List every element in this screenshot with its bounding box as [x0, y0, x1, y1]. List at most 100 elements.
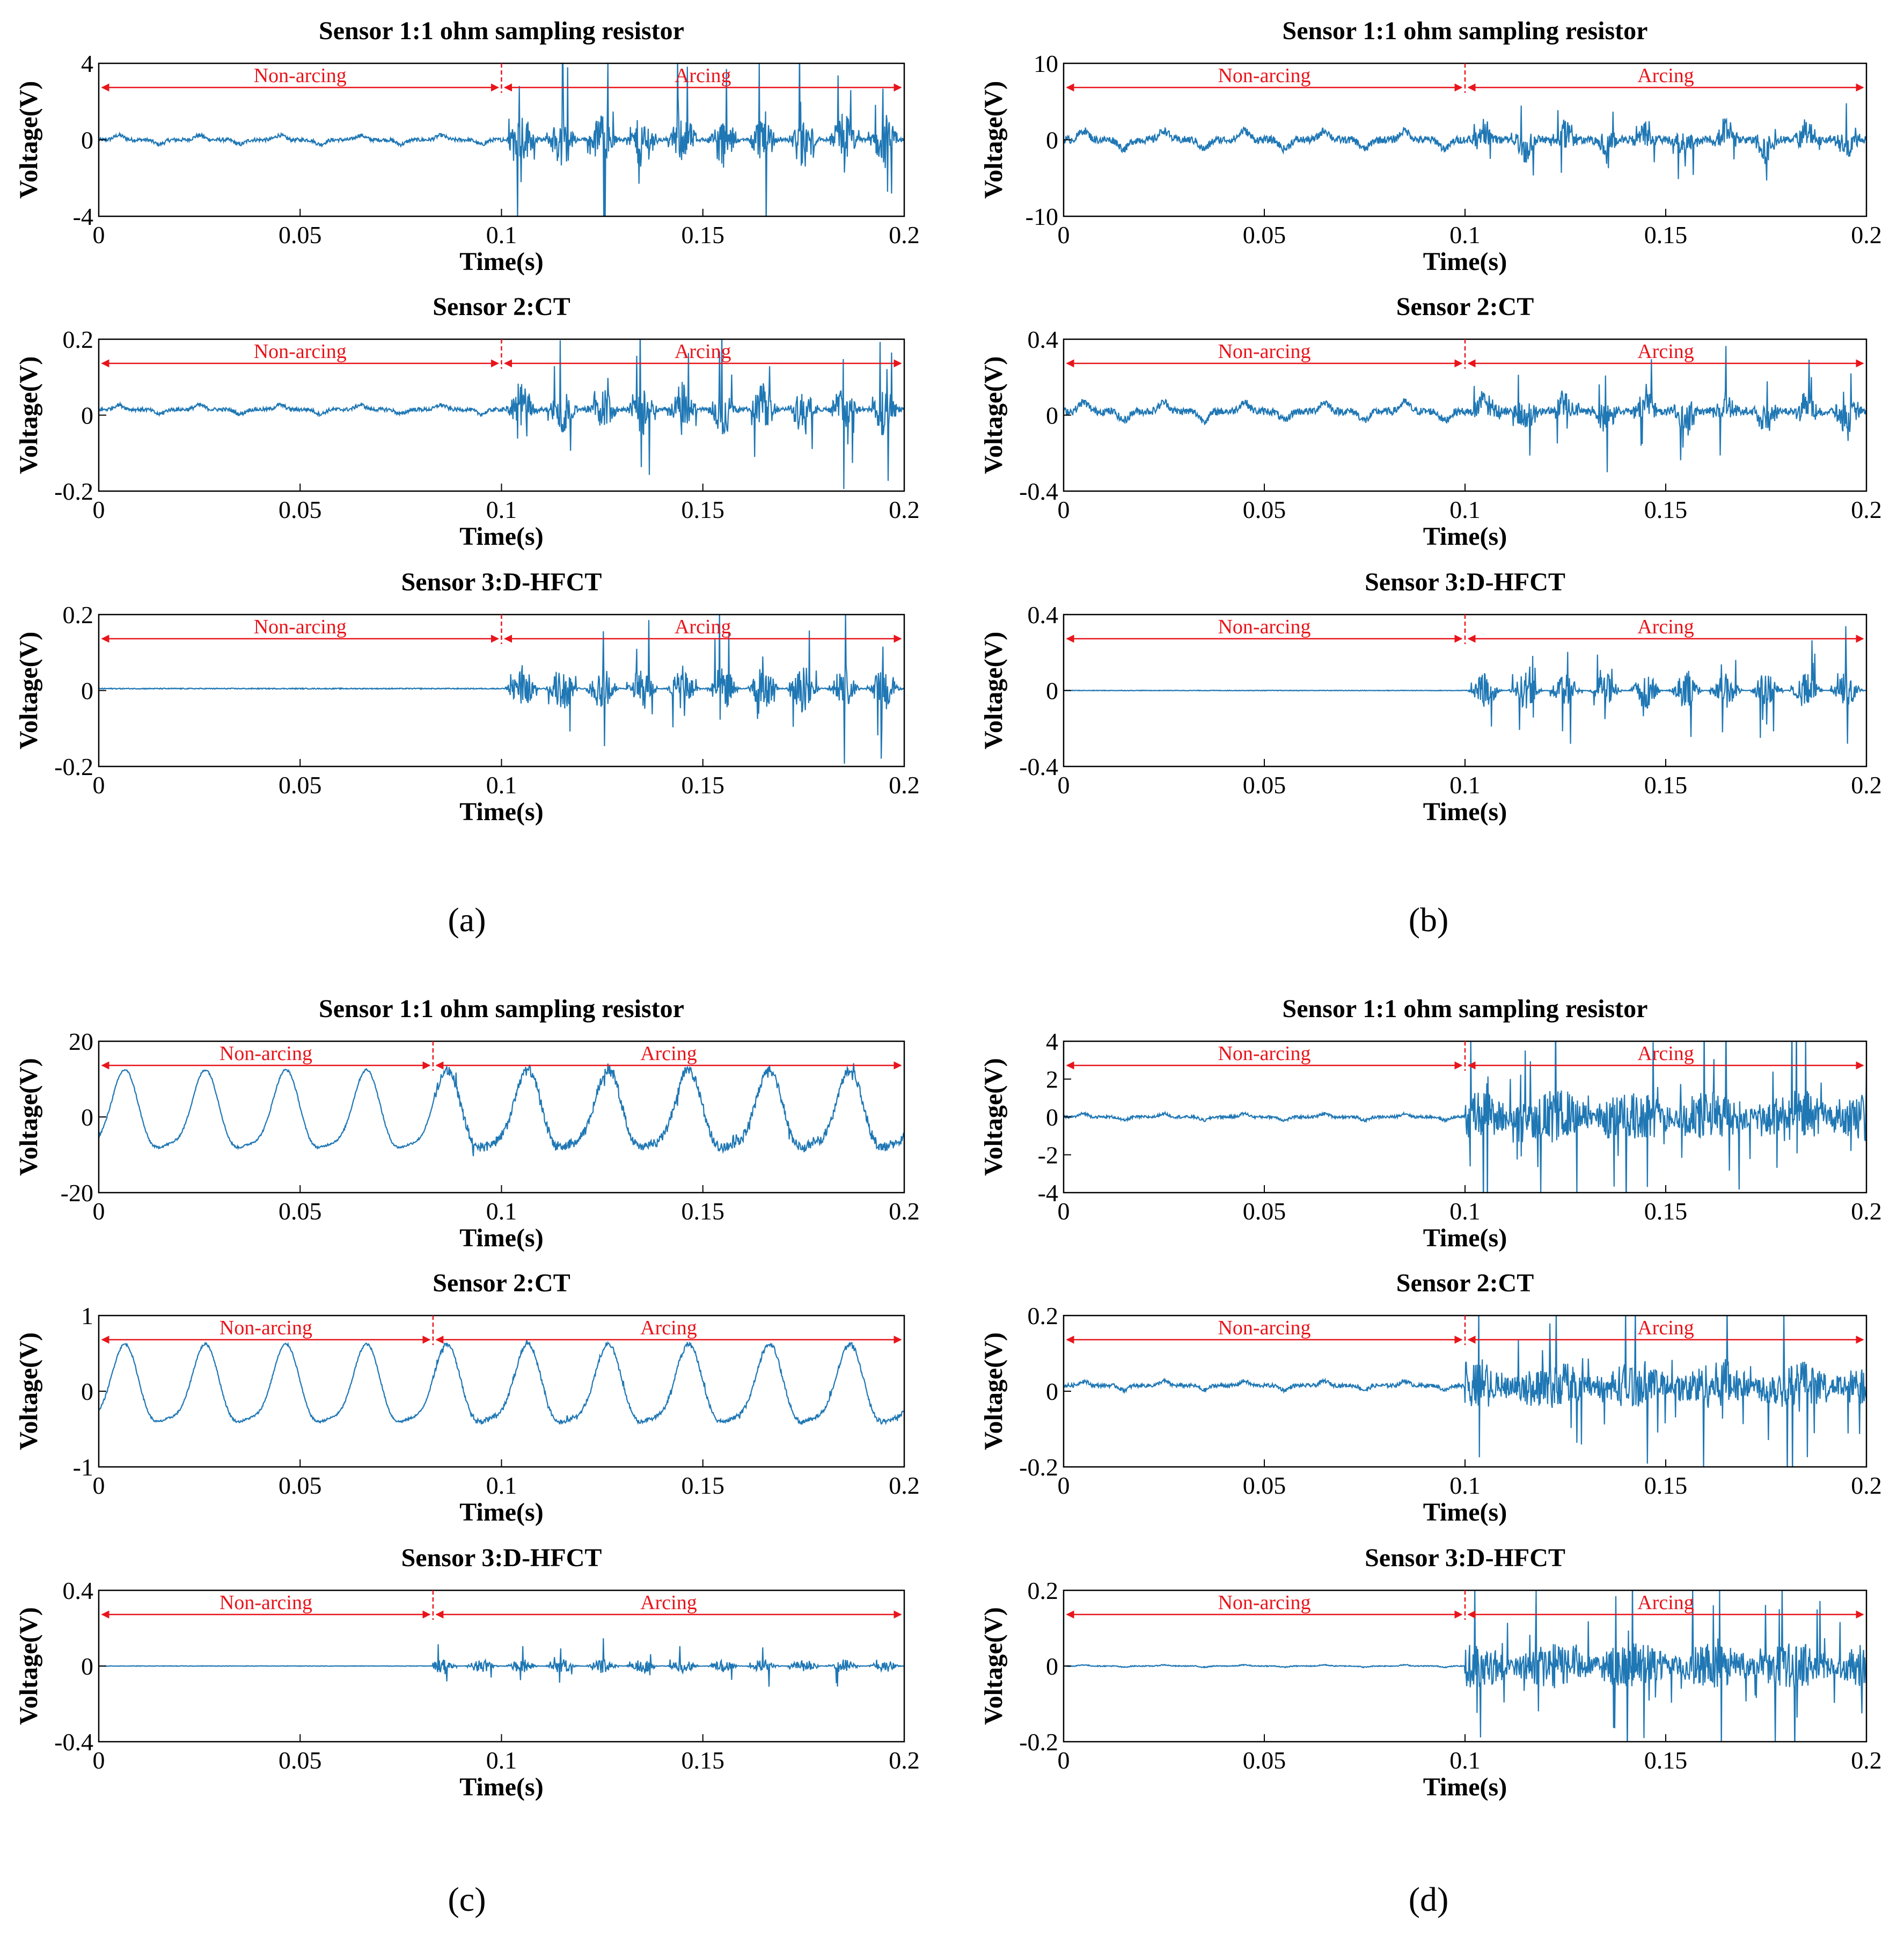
chart-title: Sensor 2:CT: [1396, 293, 1534, 321]
x-tick-label: 0.15: [682, 496, 725, 523]
x-tick-label: 0: [93, 1197, 105, 1225]
chart-c2: Sensor 2:CT0 0.05 0.1 0.15 0.210-1Time(s)Vol…: [14, 1269, 920, 1526]
x-tick-label: 0.2: [1851, 221, 1882, 249]
y-tick-label: -0.4: [1019, 478, 1058, 505]
x-tick-label: 0: [93, 1472, 105, 1499]
x-tick-label: 0.15: [1644, 771, 1688, 799]
x-tick-label: 0.05: [1243, 1197, 1286, 1225]
y-tick-label: 4: [1046, 1028, 1058, 1055]
x-axis-label: Time(s): [459, 247, 543, 276]
y-tick-label: 0.2: [1028, 1577, 1059, 1604]
x-tick-label: 0.2: [889, 221, 920, 249]
non-arcing-label: Non-arcing: [1218, 340, 1310, 363]
non-arcing-label: Non-arcing: [254, 616, 347, 638]
x-tick-label: 0.2: [1851, 1747, 1882, 1774]
x-tick-label: 0.1: [486, 771, 517, 799]
y-axis-label: Voltage(V): [14, 632, 43, 750]
y-tick-label: -4: [73, 203, 93, 230]
x-tick-label: 0.2: [889, 771, 920, 799]
y-tick-label: -0.2: [54, 753, 93, 780]
arcing-label: Arcing: [1637, 1042, 1694, 1065]
y-tick-label: -2: [1038, 1142, 1058, 1169]
x-tick-label: 0.15: [1644, 496, 1688, 523]
y-tick-label: -0.2: [1019, 1453, 1058, 1481]
chart-title: Sensor 1:1 ohm sampling resistor: [1283, 995, 1648, 1023]
x-tick-label: 0.15: [1644, 1747, 1688, 1774]
x-tick-label: 0.1: [1449, 1472, 1481, 1499]
series-line: [1064, 626, 1866, 744]
x-tick-label: 0: [1058, 1747, 1070, 1774]
x-tick-label: 0.05: [1243, 1747, 1286, 1774]
chart-b2: Sensor 2:CT0 0.05 0.1 0.15 0.20.40-0.4Time(s…: [979, 293, 1882, 551]
x-axis-label: Time(s): [1423, 798, 1507, 826]
y-axis-label: Voltage(V): [979, 81, 1008, 199]
y-axis-label: Voltage(V): [979, 1058, 1008, 1176]
x-tick-label: 0.2: [889, 1197, 920, 1225]
y-tick-label: 0: [1046, 677, 1058, 705]
series-line: [1064, 103, 1866, 181]
x-axis-label: Time(s): [1423, 1498, 1507, 1526]
x-tick-label: 0.1: [486, 1472, 517, 1499]
y-axis-label: Voltage(V): [14, 1332, 43, 1450]
x-tick-label: 0.05: [279, 1197, 322, 1225]
chart-title: Sensor 1:1 ohm sampling resistor: [319, 17, 684, 45]
non-arcing-label: Non-arcing: [254, 64, 347, 87]
y-axis-label: Voltage(V): [14, 356, 43, 474]
x-tick-label: 0.1: [1449, 1747, 1481, 1774]
x-tick-label: 0.2: [1851, 1472, 1882, 1499]
x-tick-label: 0.15: [682, 221, 725, 249]
x-axis-label: Time(s): [459, 798, 543, 826]
caption-d: (d): [1409, 1880, 1449, 1918]
y-tick-label: -0.4: [1019, 753, 1058, 780]
x-tick-label: 0: [1058, 221, 1070, 249]
y-tick-label: 0: [81, 1104, 93, 1131]
y-tick-label: 0: [1046, 127, 1058, 154]
arcing-label: Arcing: [640, 1042, 697, 1065]
y-tick-label: 0: [1046, 402, 1058, 429]
x-axis-label: Time(s): [1423, 247, 1507, 276]
y-tick-label: 0.4: [63, 1577, 94, 1604]
series-line: [99, 1638, 904, 1687]
y-axis-label: Voltage(V): [14, 1058, 43, 1176]
non-arcing-label: Non-arcing: [219, 1317, 312, 1339]
x-tick-label: 0.2: [1851, 496, 1882, 523]
x-tick-label: 0.2: [1851, 771, 1882, 799]
x-tick-label: 0: [1058, 496, 1070, 523]
caption-b: (b): [1409, 901, 1449, 939]
series-line: [99, 1063, 904, 1157]
x-tick-label: 0.1: [1449, 1197, 1481, 1225]
y-tick-label: 0: [81, 1378, 93, 1405]
x-tick-label: 0.05: [1243, 221, 1286, 249]
arcing-label: Arcing: [675, 64, 731, 87]
y-tick-label: 0: [81, 127, 93, 154]
y-tick-label: 1: [81, 1302, 93, 1329]
caption-c: (c): [448, 1880, 486, 1918]
y-tick-label: 0.2: [63, 601, 94, 629]
x-tick-label: 0.1: [486, 221, 517, 249]
non-arcing-label: Non-arcing: [254, 340, 347, 363]
x-axis-label: Time(s): [459, 1773, 543, 1801]
x-tick-label: 0.15: [682, 1472, 725, 1499]
y-axis-label: Voltage(V): [979, 1332, 1008, 1450]
x-tick-label: 0.2: [889, 1472, 920, 1499]
x-tick-label: 0: [93, 496, 105, 523]
non-arcing-label: Non-arcing: [1218, 64, 1310, 87]
x-tick-label: 0.15: [682, 771, 725, 799]
y-tick-label: 20: [69, 1028, 93, 1055]
x-tick-label: 0.1: [1449, 496, 1481, 523]
arcing-label: Arcing: [1637, 340, 1694, 363]
non-arcing-label: Non-arcing: [1218, 1591, 1310, 1614]
chart-title: Sensor 1:1 ohm sampling resistor: [319, 995, 684, 1023]
y-tick-label: -0.2: [1019, 1728, 1058, 1756]
x-tick-label: 0.05: [279, 221, 322, 249]
series-line: [1064, 1590, 1866, 1742]
x-tick-label: 0.05: [279, 771, 322, 799]
y-tick-label: 0: [1046, 1104, 1058, 1131]
x-tick-label: 0.1: [486, 1197, 517, 1225]
y-tick-label: 0.4: [1028, 601, 1059, 629]
x-tick-label: 0.1: [486, 496, 517, 523]
y-tick-label: 0: [81, 402, 93, 429]
